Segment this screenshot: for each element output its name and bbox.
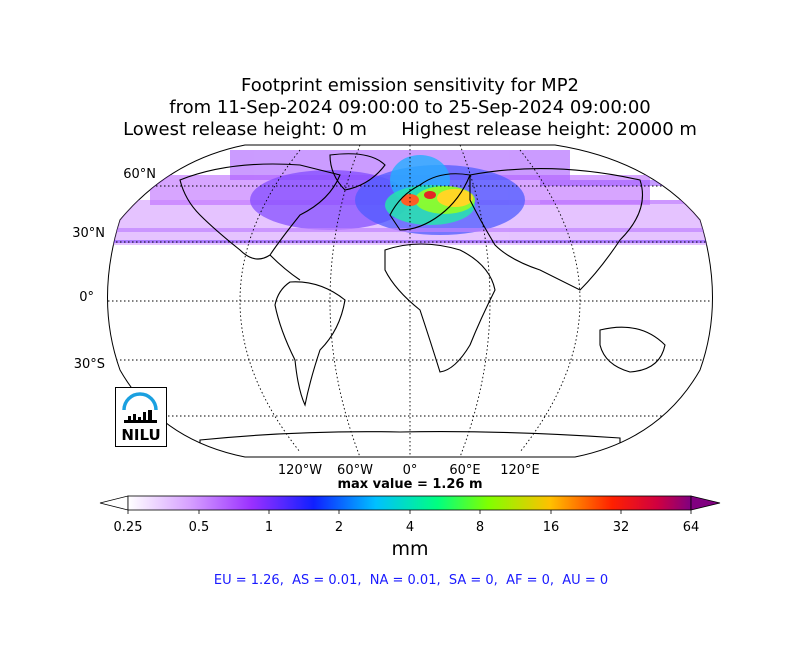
colorbar-max-extend xyxy=(690,495,721,511)
colorbar-tick-label: 0.25 xyxy=(113,520,143,535)
colorbar-ticks xyxy=(127,510,692,514)
colorbar-tick-label: 32 xyxy=(612,520,630,535)
graticule xyxy=(107,145,713,457)
antarctica xyxy=(199,431,621,457)
region-stats: EU = 1.26, AS = 0.01, NA = 0.01, SA = 0,… xyxy=(213,573,609,588)
colorbar-min-extend xyxy=(99,495,129,511)
nilu-logo-icon xyxy=(122,392,158,423)
greenland xyxy=(329,153,386,191)
central-america xyxy=(269,254,301,281)
colorbar-tick-label: 2 xyxy=(334,520,344,535)
lon-label-0: 0° xyxy=(402,463,418,478)
north-america xyxy=(179,163,341,260)
africa xyxy=(384,243,496,373)
lat-label-0: 0° xyxy=(79,290,94,305)
colorbar-tick-label: 1 xyxy=(264,520,274,535)
lat-label-30n: 30°N xyxy=(72,226,105,241)
colorbar-tick-label: 64 xyxy=(682,520,700,535)
lon-label-120w: 120°W xyxy=(277,463,323,478)
coastlines xyxy=(179,153,666,457)
max-value-label: max value = 1.26 m xyxy=(337,477,483,492)
asia xyxy=(469,168,644,291)
colorbar-tick-label: 16 xyxy=(542,520,560,535)
title-line-1: Footprint emission sensitivity for MP2 xyxy=(240,75,579,96)
title-line-3: Lowest release height: 0 m Highest relea… xyxy=(123,119,697,140)
nilu-logo: NILU xyxy=(115,387,167,447)
lon-label-60e: 60°E xyxy=(449,463,481,478)
south-america xyxy=(274,281,346,407)
lat-label-60n: 60°N xyxy=(123,167,156,182)
australia xyxy=(599,326,666,373)
colorbar-tick-label: 8 xyxy=(475,520,485,535)
lat-label-30s: 30°S xyxy=(73,357,105,372)
colorbar-tick-label: 0.5 xyxy=(188,520,210,535)
world-map xyxy=(107,144,713,458)
title-line-2: from 11-Sep-2024 09:00:00 to 25-Sep-2024… xyxy=(169,97,651,118)
colorbar-tick-label: 4 xyxy=(405,520,415,535)
colorbar-units: mm xyxy=(391,538,429,560)
lon-label-120e: 120°E xyxy=(500,463,540,478)
lon-label-60w: 60°W xyxy=(337,463,373,478)
nilu-logo-text: NILU xyxy=(121,426,161,444)
colorbar-gradient xyxy=(127,495,692,511)
